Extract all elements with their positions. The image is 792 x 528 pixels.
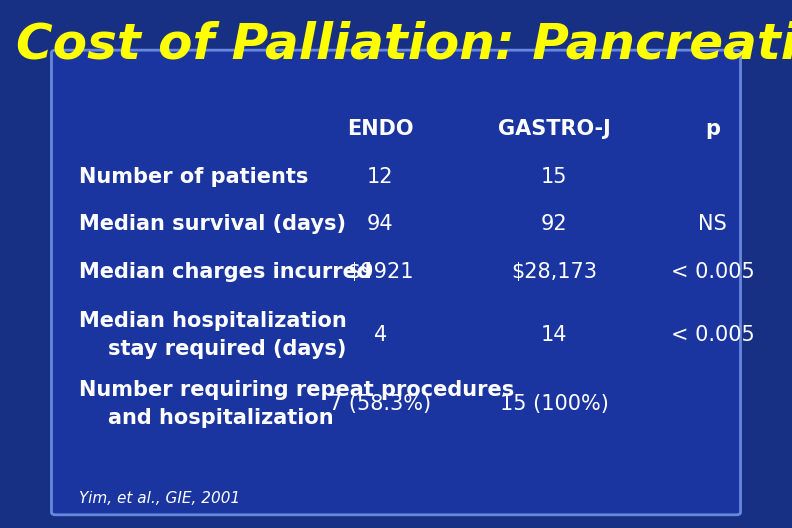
- Text: Cost of Palliation: Pancreatic CA: Cost of Palliation: Pancreatic CA: [16, 21, 792, 69]
- Text: 12: 12: [367, 167, 394, 187]
- Text: < 0.005: < 0.005: [671, 325, 755, 345]
- Text: 92: 92: [541, 214, 568, 234]
- Text: NS: NS: [699, 214, 727, 234]
- Text: ENDO: ENDO: [347, 119, 413, 139]
- Text: 14: 14: [541, 325, 568, 345]
- Text: Median hospitalization
    stay required (days): Median hospitalization stay required (da…: [79, 312, 347, 359]
- Text: Median charges incurred: Median charges incurred: [79, 262, 372, 282]
- Text: $9921: $9921: [347, 262, 413, 282]
- Text: 4: 4: [374, 325, 386, 345]
- Text: $28,173: $28,173: [512, 262, 597, 282]
- Text: Yim, et al., GIE, 2001: Yim, et al., GIE, 2001: [79, 492, 241, 506]
- Text: 15: 15: [541, 167, 568, 187]
- Text: p: p: [706, 119, 720, 139]
- FancyBboxPatch shape: [51, 50, 741, 515]
- Text: 7 (58.3%): 7 (58.3%): [329, 394, 431, 414]
- Text: Median survival (days): Median survival (days): [79, 214, 346, 234]
- Text: 15 (100%): 15 (100%): [500, 394, 609, 414]
- Text: Number requiring repeat procedures
    and hospitalization: Number requiring repeat procedures and h…: [79, 380, 515, 428]
- Text: GASTRO-J: GASTRO-J: [498, 119, 611, 139]
- Text: 94: 94: [367, 214, 394, 234]
- Text: Number of patients: Number of patients: [79, 167, 309, 187]
- Text: < 0.005: < 0.005: [671, 262, 755, 282]
